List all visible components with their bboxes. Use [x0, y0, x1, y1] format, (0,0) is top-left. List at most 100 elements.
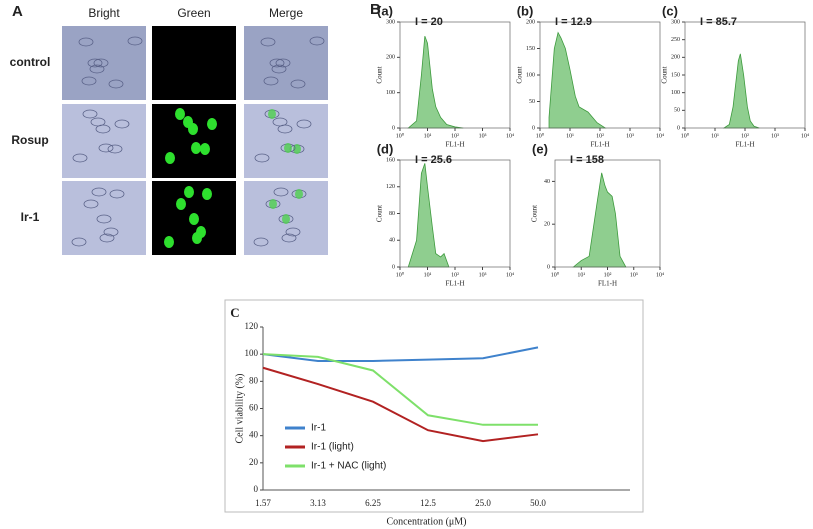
- x-tick-label: 10⁴: [656, 133, 664, 139]
- cell: [293, 144, 301, 154]
- cell: [202, 188, 212, 200]
- x-tick-label: 3.13: [310, 498, 326, 508]
- cell: [268, 109, 276, 119]
- cell: [253, 237, 269, 247]
- y-axis-label: Count: [661, 66, 669, 83]
- x-tick-label: 10²: [451, 133, 459, 139]
- x-tick-label: 10²: [451, 272, 459, 278]
- y-tick-label: 0: [392, 264, 395, 270]
- cell: [273, 187, 289, 197]
- legend-label: Ir-1 + NAC (light): [311, 461, 386, 472]
- y-tick-label: 0: [392, 125, 395, 131]
- y-axis-label: Cell viability (%): [234, 374, 245, 444]
- y-tick-label: 120: [386, 184, 395, 190]
- x-tick-label: 10¹: [424, 272, 432, 278]
- panel-title: C: [230, 305, 239, 320]
- micrograph: [62, 26, 146, 100]
- x-tick-label: 10¹: [424, 133, 432, 139]
- cell: [87, 58, 103, 68]
- cell: [165, 152, 175, 164]
- cell: [78, 37, 94, 47]
- y-tick-label: 40: [544, 179, 550, 185]
- cell: [269, 199, 277, 209]
- x-tick-label: 10³: [479, 133, 487, 139]
- y-tick-label: 100: [526, 72, 535, 78]
- row-label: control: [10, 55, 51, 69]
- cell: [71, 237, 87, 247]
- x-tick-label: 10⁰: [551, 271, 560, 278]
- cell: [184, 186, 194, 198]
- micrograph: [62, 181, 146, 255]
- y-tick-label: 40: [389, 238, 395, 244]
- histogram-area: [407, 35, 464, 129]
- x-tick-label: 10²: [741, 133, 749, 139]
- x-tick-label: 1.57: [255, 498, 271, 508]
- cell: [254, 153, 270, 163]
- x-axis-label: FL1-H: [735, 141, 754, 149]
- y-tick-label: 50: [529, 99, 535, 105]
- cell: [99, 233, 115, 243]
- y-tick-label: 150: [671, 72, 680, 78]
- annotation: I = 25.6: [415, 154, 452, 166]
- cell: [93, 58, 109, 68]
- cell: [260, 37, 276, 47]
- cell: [284, 143, 292, 153]
- legend-label: Ir-1 (light): [311, 442, 354, 453]
- x-tick-label: 10⁴: [506, 133, 514, 139]
- y-tick-label: 40: [249, 430, 259, 440]
- cell: [176, 198, 186, 210]
- cell: [114, 119, 130, 129]
- cell: [83, 199, 99, 209]
- panel-title: (a): [377, 3, 393, 18]
- cell: [96, 214, 112, 224]
- x-tick-label: 10⁴: [656, 272, 664, 278]
- y-axis-label: Count: [376, 66, 384, 83]
- cell: [72, 153, 88, 163]
- x-tick-label: 10⁴: [801, 133, 809, 139]
- cell: [191, 142, 201, 154]
- cell: [107, 144, 123, 154]
- cell: [189, 213, 199, 225]
- histogram-area: [548, 31, 607, 129]
- histogram-area: [722, 53, 760, 129]
- cell: [263, 76, 279, 86]
- y-tick-label: 150: [526, 46, 535, 52]
- y-tick-label: 80: [249, 375, 259, 385]
- y-tick-label: 20: [249, 457, 259, 467]
- series-line: [262, 353, 538, 426]
- cell: [296, 119, 312, 129]
- cell: [285, 227, 301, 237]
- cell: [309, 36, 325, 46]
- column-header: Bright: [88, 6, 120, 20]
- cell: [192, 232, 202, 244]
- micrograph: [244, 104, 328, 178]
- y-tick-label: 300: [386, 19, 395, 25]
- cell: [127, 36, 143, 46]
- y-tick-label: 80: [389, 211, 395, 217]
- x-axis-label: FL1-H: [445, 141, 464, 149]
- y-axis-label: Count: [531, 205, 539, 222]
- cell: [89, 64, 105, 74]
- x-tick-label: 10⁴: [506, 272, 514, 278]
- y-axis-label: Count: [376, 205, 384, 222]
- series-line: [262, 346, 539, 362]
- x-tick-label: 10¹: [577, 272, 585, 278]
- panel-title: (c): [662, 3, 678, 18]
- cell: [282, 214, 290, 224]
- y-tick-label: 200: [671, 55, 680, 61]
- x-axis-label: FL1-H: [445, 280, 464, 288]
- micrograph: [62, 104, 146, 178]
- cell: [98, 143, 114, 153]
- cell: [277, 124, 293, 134]
- y-tick-label: 250: [671, 37, 680, 43]
- series-line: [262, 366, 539, 443]
- x-axis-label: FL1-H: [590, 141, 609, 149]
- column-header: Merge: [269, 6, 303, 20]
- panel-label: B: [370, 1, 381, 18]
- y-axis-label: Count: [516, 66, 524, 83]
- x-tick-label: 10³: [771, 133, 779, 139]
- x-tick-label: 10⁰: [536, 132, 545, 139]
- y-tick-label: 60: [249, 403, 259, 413]
- x-tick-label: 10³: [630, 272, 638, 278]
